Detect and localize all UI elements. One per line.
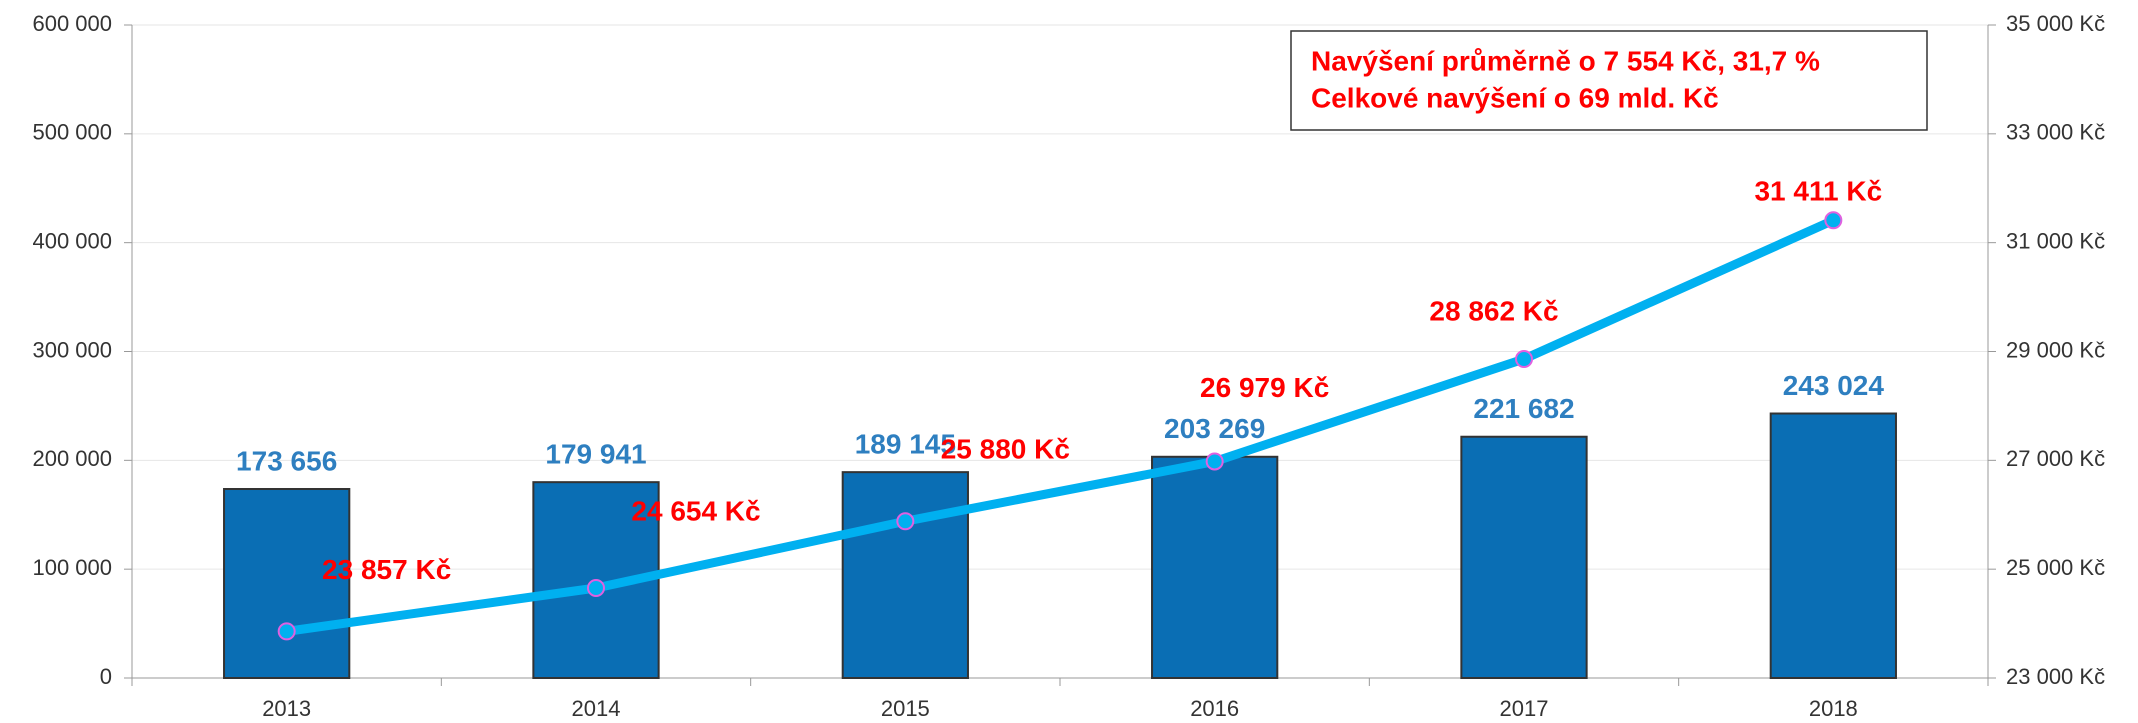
- y2-tick-label: 27 000 Kč: [2006, 446, 2105, 471]
- bar: [1769, 412, 1897, 679]
- marker: [1515, 350, 1533, 369]
- marker: [896, 512, 915, 531]
- x-tick-label: 2014: [572, 696, 621, 721]
- y-tick-label: 300 000: [32, 337, 112, 362]
- line: [286, 216, 1836, 636]
- data-label: 221 682: [1473, 393, 1574, 424]
- y2-tick-label: 35 000 Kč: [2006, 11, 2105, 36]
- data-label: 203 269: [1164, 413, 1265, 444]
- x-tick-label: 2015: [881, 696, 930, 721]
- bar: [841, 471, 969, 679]
- data-label: 28 862 Kč: [1429, 295, 1558, 326]
- data-label: 179 941: [545, 439, 646, 470]
- y-tick-label: 100 000: [32, 555, 112, 580]
- y2-tick-label: 31 000 Kč: [2006, 228, 2105, 253]
- x-tick-label: 2013: [262, 696, 311, 721]
- data-label: 31 411 Kč: [1754, 176, 1882, 207]
- data-label: 24 654 Kč: [631, 495, 760, 526]
- data-label: 243 024: [1783, 370, 1885, 401]
- y2-tick-label: 33 000 Kč: [2006, 120, 2105, 145]
- x-tick-label: 2017: [1500, 696, 1549, 721]
- y2-tick-label: 23 000 Kč: [2006, 664, 2105, 689]
- marker: [1824, 211, 1843, 230]
- marker: [277, 622, 296, 641]
- annotation: Navýšení průměrně o 7 554 Kč, 31,7 %: [1311, 45, 1820, 76]
- y-tick-label: 0: [100, 664, 112, 689]
- data-label: 189 145: [855, 429, 956, 460]
- bar: [1151, 455, 1279, 679]
- x-tick-label: 2018: [1809, 696, 1858, 721]
- y-tick-label: 400 000: [32, 228, 112, 253]
- y-tick-label: 500 000: [32, 120, 112, 145]
- data-label: 26 979 Kč: [1200, 372, 1329, 403]
- bar: [223, 488, 351, 680]
- x-tick-label: 2016: [1190, 696, 1239, 721]
- y-tick-label: 600 000: [32, 11, 112, 36]
- bar: [1460, 435, 1588, 679]
- data-label: 173 656: [236, 445, 337, 476]
- data-label: 25 880 Kč: [941, 434, 1070, 465]
- marker: [587, 578, 605, 597]
- marker: [1205, 452, 1224, 471]
- y2-tick-label: 25 000 Kč: [2006, 555, 2105, 580]
- y2-tick-label: 29 000 Kč: [2006, 337, 2105, 362]
- annotation: Celkové navýšení o 69 mld. Kč: [1311, 82, 1719, 113]
- annotation-box: [1290, 30, 1928, 131]
- y-tick-label: 200 000: [32, 446, 112, 471]
- data-label: 23 857 Kč: [322, 554, 451, 585]
